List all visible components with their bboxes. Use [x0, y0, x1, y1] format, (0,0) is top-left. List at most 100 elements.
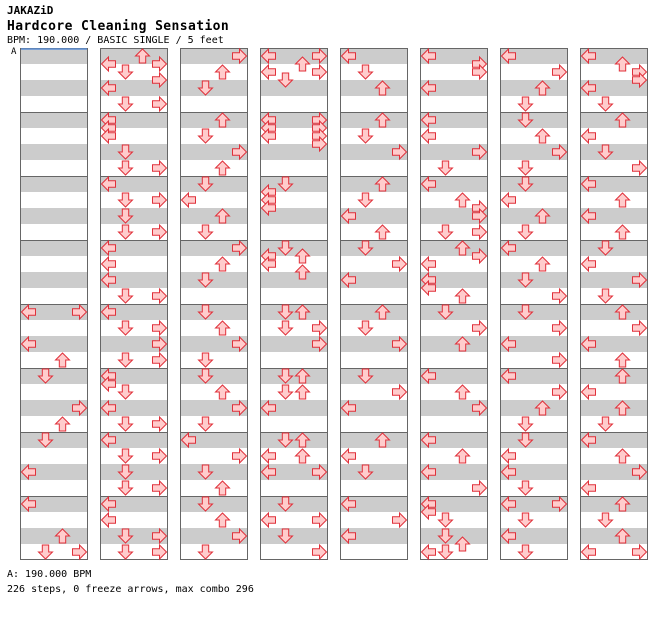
left-arrow [420, 79, 436, 97]
up-arrow [614, 528, 631, 544]
up-arrow [294, 384, 311, 400]
beat-stripe [100, 240, 168, 256]
right-arrow [312, 543, 328, 561]
beat-stripe [180, 144, 248, 160]
left-arrow [500, 239, 516, 257]
beat-stripe [500, 304, 568, 320]
beat-stripe [340, 176, 408, 192]
up-arrow [534, 80, 551, 96]
right-arrow [312, 63, 328, 81]
beat-stripe [340, 112, 408, 128]
up-arrow [534, 400, 551, 416]
beat-stripe [580, 368, 648, 384]
beat-stripe [340, 208, 408, 224]
left-arrow [100, 127, 116, 145]
beat-stripe [500, 48, 568, 64]
left-arrow [20, 335, 36, 353]
left-arrow [260, 447, 276, 465]
step-arrows [20, 47, 648, 561]
down-arrow [437, 304, 454, 320]
left-arrow [420, 463, 436, 481]
down-arrow [357, 64, 374, 80]
beat-stripe [260, 400, 328, 416]
up-arrow [614, 352, 631, 368]
right-arrow [472, 399, 488, 417]
beat-stripe [340, 496, 408, 512]
up-arrow [54, 352, 71, 368]
up-arrow [54, 416, 71, 432]
down-arrow [277, 368, 294, 384]
beat-stripe [260, 176, 328, 192]
up-arrow [614, 496, 631, 512]
beat-stripe [260, 208, 328, 224]
down-arrow [277, 72, 294, 88]
beat-stripe [100, 496, 168, 512]
down-arrow [197, 352, 214, 368]
beat-stripe [20, 48, 88, 64]
left-arrow [260, 511, 276, 529]
beat-stripe [180, 272, 248, 288]
right-arrow [152, 159, 168, 177]
right-arrow [152, 351, 168, 369]
beat-stripe [180, 336, 248, 352]
beat-stripe [20, 304, 88, 320]
up-arrow [374, 304, 391, 320]
beat-stripe [260, 304, 328, 320]
beat-stripe [100, 48, 168, 64]
left-arrow [420, 47, 436, 65]
down-arrow [517, 112, 534, 128]
right-arrow [232, 47, 248, 65]
column-border [500, 48, 568, 560]
left-arrow [500, 47, 516, 65]
beat-stripe [340, 400, 408, 416]
beat-stripe [180, 464, 248, 480]
column-border [100, 48, 168, 560]
down-arrow [357, 240, 374, 256]
beat-stripe [20, 112, 88, 128]
down-arrow [357, 368, 374, 384]
right-arrow [72, 303, 88, 321]
beat-stripe [420, 496, 488, 512]
beat-stripe [500, 400, 568, 416]
beat-stripe [180, 80, 248, 96]
left-arrow [420, 543, 436, 561]
right-arrow [232, 447, 248, 465]
right-arrow [392, 383, 408, 401]
down-arrow [197, 272, 214, 288]
right-arrow [312, 319, 328, 337]
beat-stripe [260, 496, 328, 512]
column-border [260, 48, 328, 560]
left-arrow [420, 279, 436, 297]
down-arrow [277, 496, 294, 512]
beat-stripe [340, 48, 408, 64]
right-arrow [232, 335, 248, 353]
up-arrow [614, 56, 631, 72]
left-arrow [260, 199, 276, 217]
left-arrow [500, 447, 516, 465]
beat-stripe [580, 336, 648, 352]
right-arrow [472, 63, 488, 81]
right-arrow [232, 527, 248, 545]
beat-stripe [20, 496, 88, 512]
down-arrow [117, 96, 134, 112]
down-arrow [117, 160, 134, 176]
right-arrow [152, 335, 168, 353]
right-arrow [152, 447, 168, 465]
down-arrow [117, 208, 134, 224]
chart-column [20, 48, 88, 560]
left-arrow [260, 127, 276, 145]
chart-meta: BPM: 190.000 / BASIC SINGLE / 5 feet [7, 35, 224, 46]
left-arrow [580, 47, 596, 65]
left-arrow [580, 175, 596, 193]
up-arrow [614, 192, 631, 208]
right-arrow [472, 143, 488, 161]
beat-stripe [100, 272, 168, 288]
beat-stripe [20, 528, 88, 544]
down-arrow [37, 544, 54, 560]
left-arrow [260, 47, 276, 65]
beat-stripe [100, 144, 168, 160]
left-arrow [580, 383, 596, 401]
beat-stripe [340, 272, 408, 288]
down-arrow [37, 368, 54, 384]
